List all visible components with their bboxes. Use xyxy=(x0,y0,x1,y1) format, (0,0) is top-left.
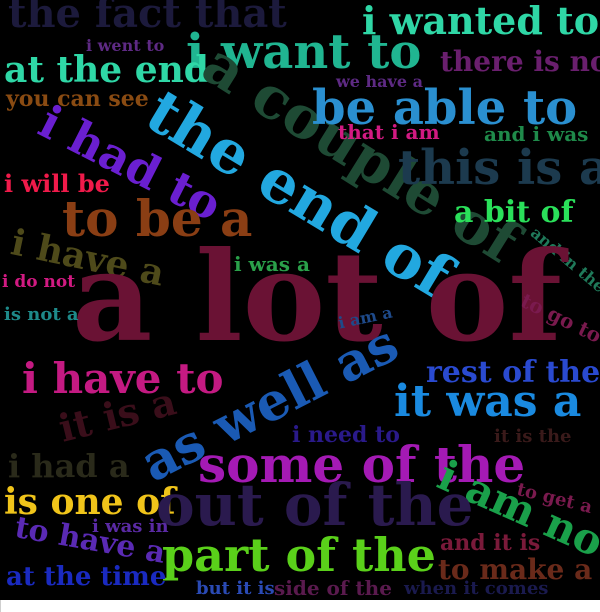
word-is-not-a: is not a xyxy=(4,304,79,325)
word-there-is-no: there is no xyxy=(440,45,600,78)
word-but-it-is: but it is xyxy=(196,578,275,599)
word-to-be-a: to be a xyxy=(62,189,253,248)
word-and-i-was: and i was xyxy=(484,122,589,146)
word-i-have-to: i have to xyxy=(22,354,224,403)
word-at-the-time: at the time xyxy=(6,562,167,592)
word-some-of-the: some of the xyxy=(198,435,526,494)
word-and-it-is: and it is xyxy=(440,530,541,556)
word-part-of-the: part of the xyxy=(162,528,436,582)
word-this-is-a: this is a xyxy=(398,140,600,196)
word-i-was-in: i was in xyxy=(92,516,169,537)
word-i-was-a: i was a xyxy=(234,252,310,276)
word-i-went-to: i went to xyxy=(86,36,165,55)
word-it-was-a: it was a xyxy=(394,376,582,427)
divider xyxy=(0,600,1,612)
word-the-fact-that: the fact that xyxy=(8,0,287,37)
word-side-of-the: side of the xyxy=(274,576,392,600)
word-i-had-a: i had a xyxy=(8,447,130,485)
word-at-the-end: at the end xyxy=(4,49,209,91)
word-you-can-see: you can see xyxy=(6,86,149,112)
word-out-of-the: out of the xyxy=(156,471,474,539)
word-i-will-be: i will be xyxy=(4,169,110,198)
word-i-want-to: i want to xyxy=(186,24,422,80)
bottom-strip xyxy=(0,600,600,612)
word-a-lot-of: a lot of xyxy=(72,225,562,370)
word-to-make-a: to make a xyxy=(438,553,593,586)
word-be-able-to: be able to xyxy=(312,80,578,136)
word-i-wanted-to: i wanted to xyxy=(362,0,600,43)
word-i-need-to: i need to xyxy=(292,422,400,448)
word-that-i-am: that i am xyxy=(338,120,440,144)
word-a-bit-of: a bit of xyxy=(454,195,574,230)
word-rest-of-the: rest of the xyxy=(426,355,600,390)
word-it-is-the: it is the xyxy=(494,426,572,447)
word-is-one-of: is one of xyxy=(4,481,176,523)
word-when-it-comes: when it comes xyxy=(404,578,549,599)
word-i-do-not: i do not xyxy=(2,272,76,292)
word-we-have-a: we have a xyxy=(336,72,423,91)
